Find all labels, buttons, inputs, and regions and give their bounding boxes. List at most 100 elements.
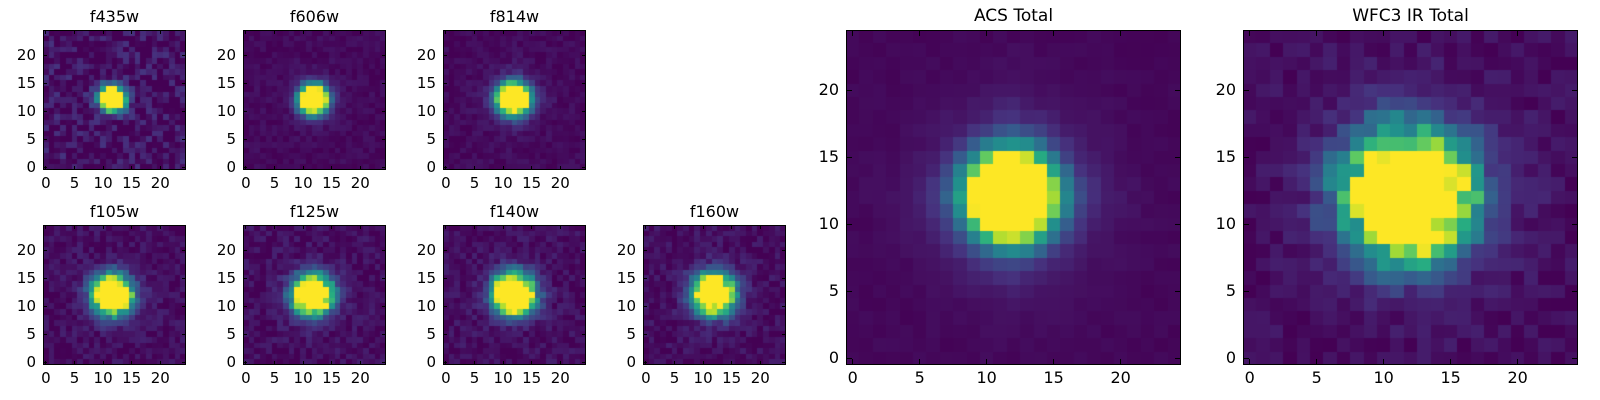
x-tick-label: 20 (150, 369, 170, 387)
x-tick-label: 10 (93, 369, 113, 387)
x-tick-label: 10 (693, 369, 713, 387)
y-tick-label: 10 (16, 297, 36, 316)
y-tick-label: 15 (216, 269, 236, 288)
heatmap-canvas (243, 225, 386, 365)
x-tick-label: 15 (1043, 368, 1064, 387)
x-tick-label: 10 (493, 174, 513, 192)
panel-title: f160w (689, 202, 740, 221)
panel-title: ACS Total (973, 6, 1054, 26)
x-tick-label: 20 (350, 369, 370, 387)
x-tick-label: 20 (1110, 368, 1131, 387)
heatmap-canvas (443, 30, 586, 170)
heatmap-canvas (846, 30, 1181, 365)
y-tick-label: 5 (626, 325, 636, 344)
y-tick-label: 15 (416, 269, 436, 288)
x-tick-label: 0 (641, 369, 651, 387)
panel-f125w: f125w 0 5 10 15 20 0 5 10 15 20 (217, 202, 386, 387)
panel-f435w: f435w 0 5 10 15 20 0 5 10 15 20 (17, 7, 186, 192)
x-tick-label: 0 (441, 369, 451, 387)
x-tick-label: 5 (69, 174, 80, 192)
x-tick-label: 20 (350, 174, 370, 192)
panel-f160w: f160w 0 5 10 15 20 0 5 10 15 20 (617, 202, 786, 387)
y-tick-label: 0 (226, 353, 236, 372)
heatmap-canvas (1243, 30, 1578, 365)
x-tick-label: 20 (550, 174, 570, 192)
y-tick-label: 20 (16, 241, 36, 260)
panel-title: f606w (289, 7, 340, 26)
x-tick-label: 5 (914, 368, 925, 387)
y-tick-label: 20 (616, 241, 636, 260)
x-tick-label: 0 (41, 369, 51, 387)
panel-wfc3_ir_total: WFC3 IR Total 0 5 10 15 20 0 5 10 15 20 (1216, 6, 1578, 387)
y-tick-label: 10 (16, 102, 36, 121)
y-tick-label: 5 (426, 130, 436, 149)
y-tick-label: 10 (216, 297, 236, 316)
y-tick-label: 0 (226, 158, 236, 177)
y-tick-label: 20 (818, 80, 839, 100)
y-tick-label: 15 (1215, 147, 1236, 167)
x-tick-label: 5 (1311, 368, 1322, 387)
y-tick-label: 0 (426, 353, 436, 372)
x-tick-label: 15 (122, 369, 142, 387)
x-tick-label: 10 (93, 174, 113, 192)
y-tick-label: 15 (16, 269, 36, 288)
y-tick-label: 20 (216, 46, 236, 65)
x-tick-label: 5 (269, 369, 280, 387)
y-tick-label: 5 (26, 130, 36, 149)
panel-acs_total: ACS Total 0 5 10 15 20 0 5 10 15 20 (819, 6, 1181, 387)
x-tick-label: 15 (522, 174, 542, 192)
x-tick-label: 20 (150, 174, 170, 192)
x-tick-label: 15 (322, 369, 342, 387)
y-tick-label: 0 (26, 353, 36, 372)
y-tick-label: 10 (818, 214, 839, 234)
x-tick-label: 10 (1373, 368, 1394, 387)
panel-title: f435w (89, 7, 140, 26)
y-tick-label: 15 (216, 74, 236, 93)
x-tick-label: 10 (493, 369, 513, 387)
panel-title: f125w (289, 202, 340, 221)
x-tick-label: 15 (122, 174, 142, 192)
y-tick-label: 0 (626, 353, 636, 372)
x-tick-label: 20 (1507, 368, 1528, 387)
y-tick-label: 0 (26, 158, 36, 177)
x-tick-label: 0 (1244, 368, 1255, 387)
x-tick-label: 10 (293, 369, 313, 387)
x-tick-label: 10 (976, 368, 997, 387)
y-tick-label: 0 (1225, 348, 1236, 368)
panel-f606w: f606w 0 5 10 15 20 0 5 10 15 20 (217, 7, 386, 192)
y-tick-label: 10 (616, 297, 636, 316)
y-tick-label: 5 (226, 130, 236, 149)
x-tick-label: 0 (41, 174, 51, 192)
x-tick-label: 5 (469, 369, 480, 387)
x-tick-label: 20 (750, 369, 770, 387)
y-tick-label: 10 (216, 102, 236, 121)
y-tick-label: 5 (26, 325, 36, 344)
x-tick-label: 15 (722, 369, 742, 387)
heatmap-canvas (43, 225, 186, 365)
panel-f140w: f140w 0 5 10 15 20 0 5 10 15 20 (417, 202, 586, 387)
x-tick-label: 20 (550, 369, 570, 387)
y-tick-label: 0 (828, 348, 839, 368)
heatmap-canvas (443, 225, 586, 365)
x-tick-label: 0 (241, 369, 251, 387)
panel-title: WFC3 IR Total (1352, 6, 1469, 26)
y-tick-label: 0 (426, 158, 436, 177)
x-tick-label: 5 (469, 174, 480, 192)
y-tick-label: 5 (828, 281, 839, 301)
x-tick-label: 0 (441, 174, 451, 192)
x-tick-label: 5 (669, 369, 680, 387)
y-tick-label: 20 (216, 241, 236, 260)
y-tick-label: 15 (616, 269, 636, 288)
y-tick-label: 20 (1215, 80, 1236, 100)
y-tick-label: 5 (426, 325, 436, 344)
y-tick-label: 5 (226, 325, 236, 344)
panel-title: f105w (89, 202, 140, 221)
y-tick-label: 20 (416, 46, 436, 65)
heatmap-canvas (43, 30, 186, 170)
panel-title: f814w (489, 7, 540, 26)
x-tick-label: 15 (522, 369, 542, 387)
x-tick-label: 0 (847, 368, 858, 387)
y-tick-label: 10 (1215, 214, 1236, 234)
y-tick-label: 15 (818, 147, 839, 167)
